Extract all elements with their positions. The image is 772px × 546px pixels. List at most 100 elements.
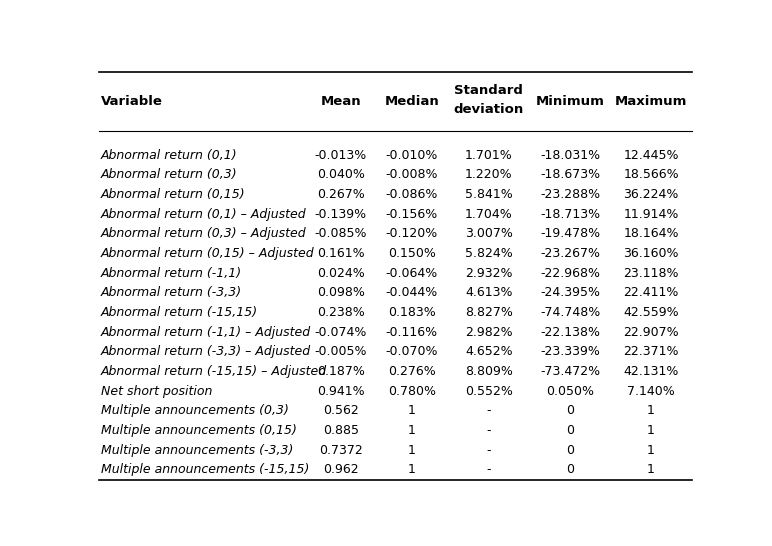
- Text: -18.713%: -18.713%: [540, 207, 601, 221]
- Text: -23.339%: -23.339%: [540, 345, 601, 358]
- Text: 0: 0: [567, 405, 574, 417]
- Text: 0.941%: 0.941%: [317, 385, 364, 397]
- Text: 0.040%: 0.040%: [317, 168, 364, 181]
- Text: Minimum: Minimum: [537, 95, 605, 108]
- Text: 1: 1: [647, 424, 655, 437]
- Text: -0.005%: -0.005%: [314, 345, 367, 358]
- Text: -73.472%: -73.472%: [540, 365, 601, 378]
- Text: 2.932%: 2.932%: [465, 266, 513, 280]
- Text: 0.552%: 0.552%: [465, 385, 513, 397]
- Text: Multiple announcements (0,3): Multiple announcements (0,3): [100, 405, 289, 417]
- Text: 1: 1: [408, 405, 415, 417]
- Text: Abnormal return (-1,1) – Adjusted: Abnormal return (-1,1) – Adjusted: [100, 325, 311, 339]
- Text: -74.748%: -74.748%: [540, 306, 601, 319]
- Text: 0.276%: 0.276%: [388, 365, 435, 378]
- Text: 1: 1: [408, 464, 415, 476]
- Text: 1: 1: [408, 424, 415, 437]
- Text: -24.395%: -24.395%: [540, 286, 601, 299]
- Text: -0.070%: -0.070%: [385, 345, 438, 358]
- Text: 0.7372: 0.7372: [319, 444, 363, 456]
- Text: 1: 1: [647, 464, 655, 476]
- Text: 0: 0: [567, 424, 574, 437]
- Text: -22.968%: -22.968%: [540, 266, 601, 280]
- Text: 0.050%: 0.050%: [547, 385, 594, 397]
- Text: 0.183%: 0.183%: [388, 306, 435, 319]
- Text: -18.673%: -18.673%: [540, 168, 601, 181]
- Text: 18.566%: 18.566%: [623, 168, 679, 181]
- Text: Abnormal return (-3,3) – Adjusted: Abnormal return (-3,3) – Adjusted: [100, 345, 311, 358]
- Text: Abnormal return (0,15) – Adjusted: Abnormal return (0,15) – Adjusted: [100, 247, 314, 260]
- Text: 42.131%: 42.131%: [624, 365, 679, 378]
- Text: 18.164%: 18.164%: [623, 227, 679, 240]
- Text: 36.224%: 36.224%: [624, 188, 679, 201]
- Text: 2.982%: 2.982%: [465, 325, 513, 339]
- Text: Abnormal return (0,3) – Adjusted: Abnormal return (0,3) – Adjusted: [100, 227, 306, 240]
- Text: 4.652%: 4.652%: [465, 345, 513, 358]
- Text: Abnormal return (-15,15): Abnormal return (-15,15): [100, 306, 258, 319]
- Text: -23.288%: -23.288%: [540, 188, 601, 201]
- Text: -19.478%: -19.478%: [540, 227, 601, 240]
- Text: 0.238%: 0.238%: [317, 306, 364, 319]
- Text: 1: 1: [647, 444, 655, 456]
- Text: Abnormal return (0,3): Abnormal return (0,3): [100, 168, 237, 181]
- Text: Abnormal return (-15,15) – Adjusted: Abnormal return (-15,15) – Adjusted: [100, 365, 327, 378]
- Text: Abnormal return (-3,3): Abnormal return (-3,3): [100, 286, 242, 299]
- Text: 0.780%: 0.780%: [388, 385, 435, 397]
- Text: Mean: Mean: [320, 95, 361, 108]
- Text: 0: 0: [567, 464, 574, 476]
- Text: 7.140%: 7.140%: [627, 385, 675, 397]
- Text: -0.120%: -0.120%: [385, 227, 438, 240]
- Text: -: -: [486, 405, 491, 417]
- Text: 1.220%: 1.220%: [465, 168, 513, 181]
- Text: 0.150%: 0.150%: [388, 247, 435, 260]
- Text: -22.138%: -22.138%: [540, 325, 601, 339]
- Text: 0.187%: 0.187%: [317, 365, 364, 378]
- Text: 0.885: 0.885: [323, 424, 359, 437]
- Text: Variable: Variable: [100, 95, 163, 108]
- Text: Abnormal return (0,1): Abnormal return (0,1): [100, 149, 237, 162]
- Text: 0.267%: 0.267%: [317, 188, 364, 201]
- Text: -: -: [486, 424, 491, 437]
- Text: 36.160%: 36.160%: [623, 247, 679, 260]
- Text: 22.907%: 22.907%: [623, 325, 679, 339]
- Text: 4.613%: 4.613%: [465, 286, 513, 299]
- Text: -0.008%: -0.008%: [385, 168, 438, 181]
- Text: 5.841%: 5.841%: [465, 188, 513, 201]
- Text: 42.559%: 42.559%: [623, 306, 679, 319]
- Text: Net short position: Net short position: [100, 385, 212, 397]
- Text: Multiple announcements (0,15): Multiple announcements (0,15): [100, 424, 296, 437]
- Text: deviation: deviation: [454, 103, 524, 116]
- Text: -: -: [486, 444, 491, 456]
- Text: 1.704%: 1.704%: [465, 207, 513, 221]
- Text: -0.086%: -0.086%: [385, 188, 438, 201]
- Text: 3.007%: 3.007%: [465, 227, 513, 240]
- Text: Median: Median: [384, 95, 439, 108]
- Text: 0: 0: [567, 444, 574, 456]
- Text: -0.074%: -0.074%: [314, 325, 367, 339]
- Text: 8.827%: 8.827%: [465, 306, 513, 319]
- Text: 22.411%: 22.411%: [624, 286, 679, 299]
- Text: -0.116%: -0.116%: [386, 325, 438, 339]
- Text: 0.024%: 0.024%: [317, 266, 364, 280]
- Text: -0.013%: -0.013%: [315, 149, 367, 162]
- Text: 0.562: 0.562: [323, 405, 359, 417]
- Text: -0.156%: -0.156%: [385, 207, 438, 221]
- Text: 1: 1: [408, 444, 415, 456]
- Text: -0.044%: -0.044%: [385, 286, 438, 299]
- Text: -0.085%: -0.085%: [314, 227, 367, 240]
- Text: Abnormal return (0,1) – Adjusted: Abnormal return (0,1) – Adjusted: [100, 207, 306, 221]
- Text: 1: 1: [647, 405, 655, 417]
- Text: 0.161%: 0.161%: [317, 247, 364, 260]
- Text: 1.701%: 1.701%: [465, 149, 513, 162]
- Text: 11.914%: 11.914%: [624, 207, 679, 221]
- Text: -18.031%: -18.031%: [540, 149, 601, 162]
- Text: Multiple announcements (-15,15): Multiple announcements (-15,15): [100, 464, 309, 476]
- Text: -0.010%: -0.010%: [385, 149, 438, 162]
- Text: Maximum: Maximum: [615, 95, 687, 108]
- Text: 12.445%: 12.445%: [623, 149, 679, 162]
- Text: -0.139%: -0.139%: [315, 207, 367, 221]
- Text: -0.064%: -0.064%: [385, 266, 438, 280]
- Text: Abnormal return (0,15): Abnormal return (0,15): [100, 188, 245, 201]
- Text: Standard: Standard: [455, 84, 523, 97]
- Text: 22.371%: 22.371%: [623, 345, 679, 358]
